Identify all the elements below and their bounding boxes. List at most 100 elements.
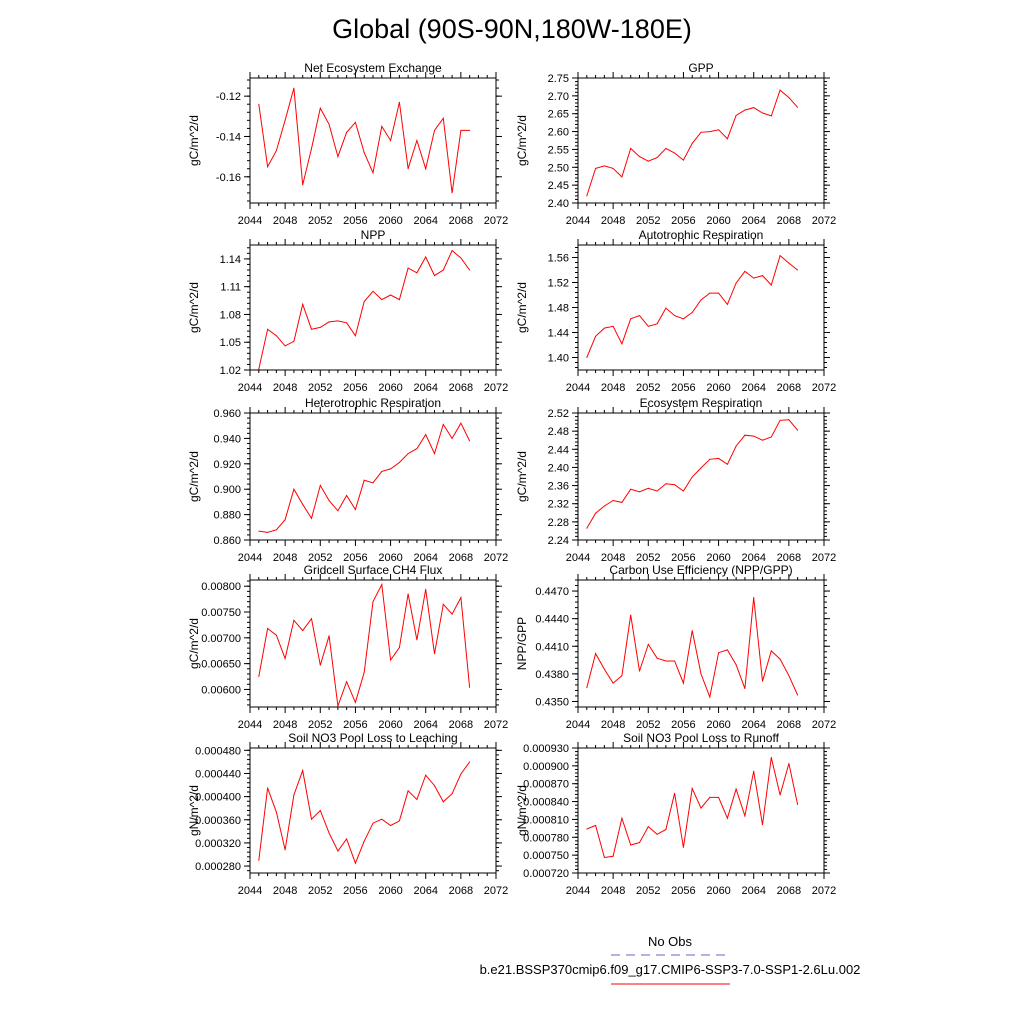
data-point (656, 157, 658, 159)
panel-title: GPP (688, 61, 713, 75)
data-point (416, 140, 418, 141)
x-tick-label: 2048 (273, 552, 297, 564)
data-point (416, 272, 418, 274)
x-tick-label: 2056 (343, 719, 367, 731)
data-point (682, 682, 684, 684)
y-tick-label: 2.32 (548, 499, 569, 511)
x-tick-label: 2068 (777, 382, 801, 394)
y-axis-label: gC/m^2/d (187, 618, 201, 669)
data-point (460, 257, 462, 259)
data-point (460, 597, 462, 599)
data-point (319, 664, 321, 666)
x-tick-label: 2048 (601, 552, 625, 564)
data-point (718, 129, 720, 131)
data-point (788, 262, 790, 264)
x-tick-label: 2044 (566, 885, 590, 897)
data-point (674, 660, 676, 662)
y-tick-label: 2.45 (548, 180, 569, 192)
y-tick-label: 1.14 (220, 254, 241, 266)
panel-1: 2044 2048 2052 2056 2060 2064 2068 2072 2.40 2.45… (515, 61, 836, 227)
y-tick-label: 0.000400 (195, 792, 241, 804)
panel-frame (249, 579, 497, 708)
x-tick-label: 2064 (413, 382, 437, 394)
data-point (647, 160, 649, 162)
data-point (460, 773, 462, 775)
data-point (442, 423, 444, 425)
data-point (718, 652, 720, 654)
y-tick-label: -0.14 (216, 131, 241, 143)
data-point (337, 850, 339, 852)
data-point (319, 326, 321, 328)
data-point (354, 121, 356, 123)
y-tick-label: 0.000900 (523, 761, 569, 773)
data-point (639, 491, 640, 493)
y-tick-label: 2.70 (548, 91, 569, 103)
data-point (647, 487, 649, 489)
data-point (390, 825, 392, 826)
data-point (709, 796, 711, 798)
data-point (753, 770, 755, 772)
data-point (328, 500, 330, 502)
data-point (267, 531, 269, 533)
data-point (451, 793, 453, 795)
data-point (700, 467, 702, 469)
data-point (416, 448, 418, 450)
y-tick-label: -0.16 (216, 172, 241, 184)
data-point (258, 368, 260, 370)
data-point (460, 422, 462, 424)
data-point (691, 142, 693, 144)
y-axis-label: gC/m^2/d (187, 115, 201, 166)
data-point (275, 335, 277, 337)
data-point (630, 147, 632, 149)
data-point (442, 801, 444, 803)
x-tick-label: 2044 (238, 719, 262, 731)
y-tick-label: 1.11 (220, 282, 241, 294)
data-point (328, 635, 330, 637)
data-point (735, 664, 737, 666)
y-tick-label: 2.55 (548, 144, 569, 156)
data-point (779, 255, 781, 257)
panel-frame (577, 579, 825, 708)
data-point (639, 842, 640, 844)
x-tick-label: 2064 (741, 552, 765, 564)
data-point (407, 168, 409, 170)
data-point (381, 584, 383, 586)
panel-frame (249, 412, 497, 541)
data-point (595, 167, 597, 169)
data-point (735, 115, 737, 116)
data-point (284, 119, 286, 121)
y-tick-label: 0.860 (213, 535, 241, 547)
y-tick-label: 0.880 (213, 510, 241, 522)
x-tick-label: 2060 (378, 885, 402, 897)
panel-4: 2044 2048 2052 2056 2060 2064 2068 2072 0.860 0.8… (187, 396, 508, 564)
data-point (595, 824, 597, 826)
data-point (770, 436, 772, 438)
panel-frame (577, 747, 825, 874)
y-tick-label: 1.08 (220, 309, 241, 321)
data-point (797, 106, 799, 108)
data-point (700, 131, 702, 133)
data-point (258, 859, 260, 861)
y-tick-label: 0.00750 (201, 607, 241, 619)
data-point (311, 618, 312, 620)
x-tick-label: 2060 (706, 552, 730, 564)
y-tick-label: 0.000280 (195, 861, 241, 873)
y-tick-label: 0.900 (213, 484, 241, 496)
data-point (398, 647, 400, 649)
data-point (709, 458, 711, 460)
x-tick-label: 2060 (706, 719, 730, 731)
data-point (612, 682, 614, 684)
data-point (258, 530, 260, 532)
data-point (354, 335, 356, 337)
data-point (612, 500, 614, 501)
x-tick-label: 2044 (566, 719, 590, 731)
y-tick-label: 0.00600 (201, 684, 241, 696)
data-point (762, 680, 763, 682)
data-point (258, 103, 260, 105)
data-point (354, 509, 356, 510)
data-point (639, 156, 640, 158)
data-point (612, 167, 614, 169)
x-tick-label: 2048 (601, 719, 625, 731)
data-point (293, 619, 295, 621)
data-point (390, 294, 392, 296)
